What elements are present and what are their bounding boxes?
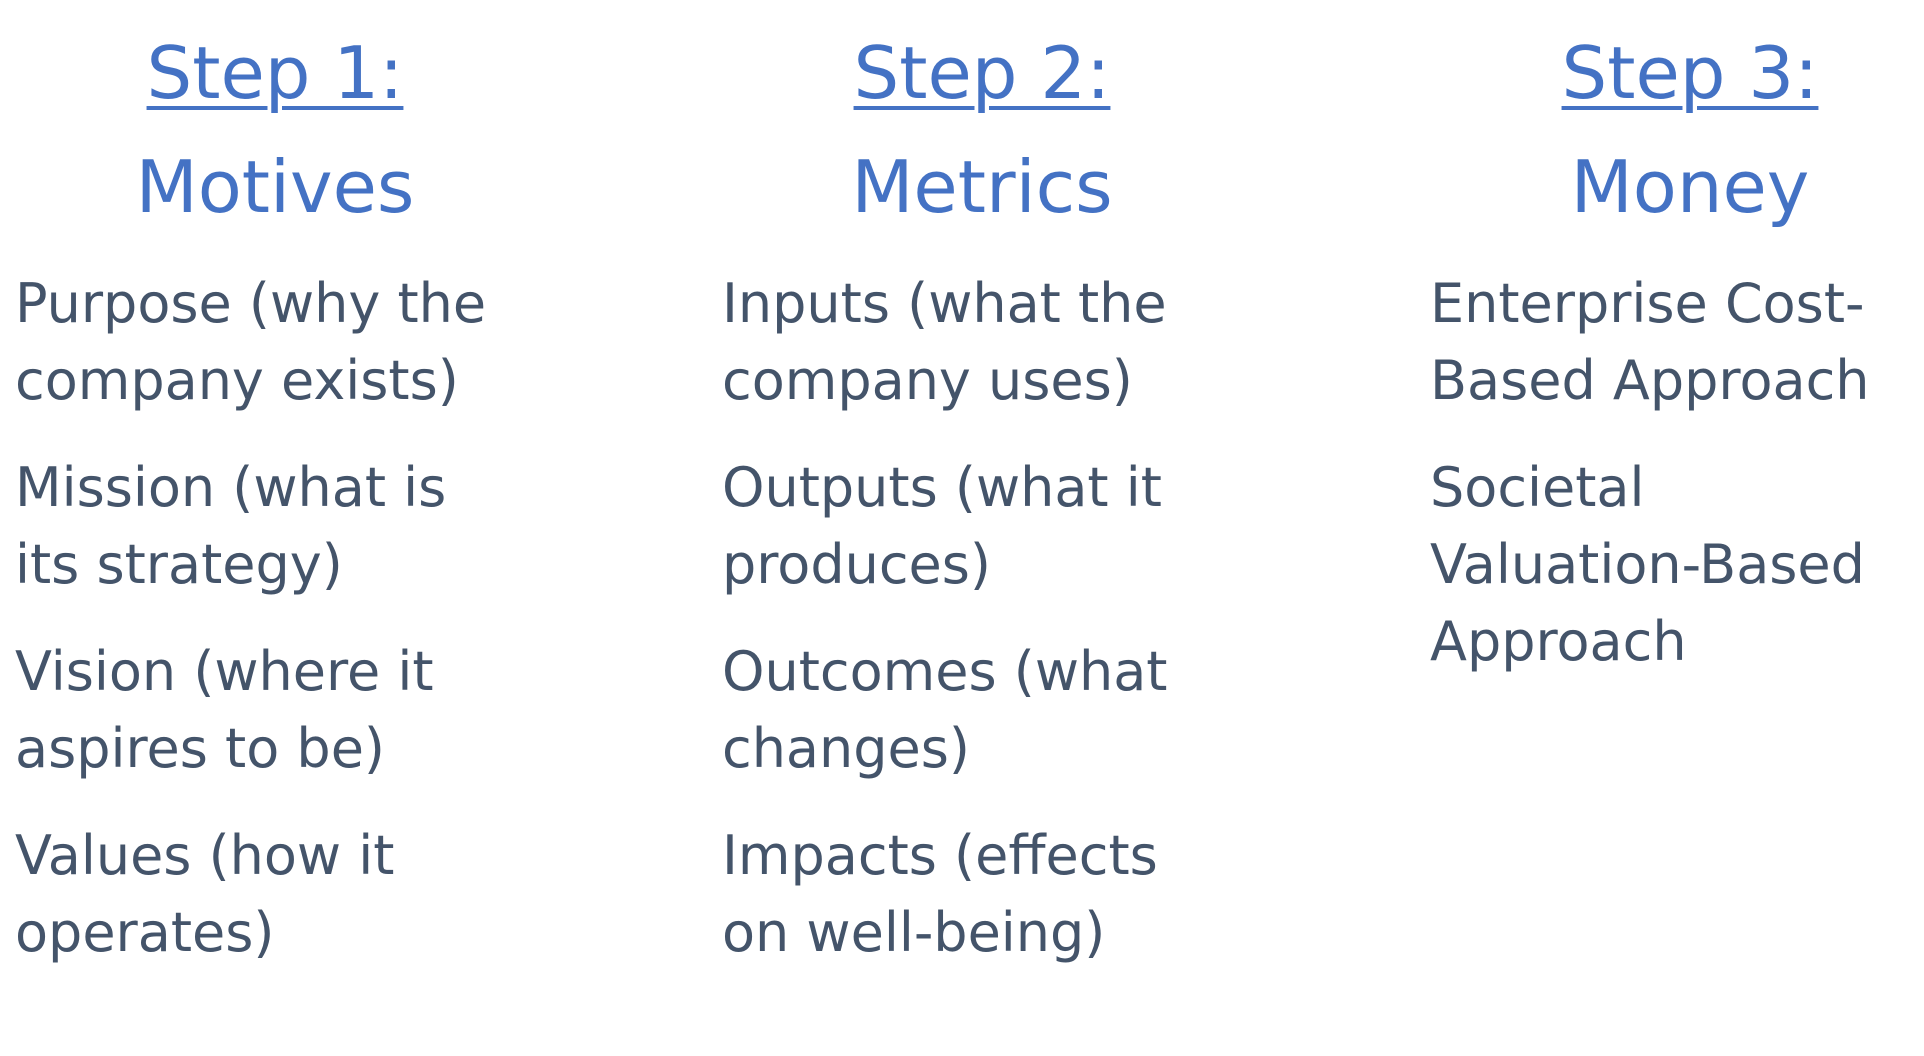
- step-2-title: Metrics: [851, 145, 1113, 229]
- list-item: Impacts (effects on well-being): [722, 817, 1167, 971]
- list-item: Outcomes (what changes): [722, 633, 1167, 787]
- list-item: Vision (where it aspires to be): [15, 633, 486, 787]
- list-item: Purpose (why the company exists): [15, 265, 486, 419]
- step-1-label: Step 1:: [146, 31, 404, 115]
- list-item-line: Approach: [1430, 610, 1687, 673]
- step-2-label: Step 2:: [853, 31, 1111, 115]
- list-item: Enterprise Cost- Based Approach: [1430, 265, 1870, 419]
- list-item-line: changes): [722, 717, 970, 780]
- list-item-line: Values (how it: [15, 824, 395, 887]
- list-item-line: produces): [722, 533, 991, 596]
- list-item: Values (how it operates): [15, 817, 486, 971]
- step-2-items: Inputs (what the company uses) Outputs (…: [722, 265, 1167, 1001]
- list-item-line: Purpose (why the: [15, 272, 487, 335]
- list-item-line: Outputs (what it: [722, 456, 1162, 519]
- list-item: Mission (what is its strategy): [15, 449, 486, 603]
- step-1-items: Purpose (why the company exists) Mission…: [15, 265, 486, 1001]
- list-item-line: Based Approach: [1430, 349, 1870, 412]
- list-item-line: Societal: [1430, 456, 1645, 519]
- list-item: Societal Valuation-Based Approach: [1430, 449, 1870, 680]
- list-item: Inputs (what the company uses): [722, 265, 1167, 419]
- list-item-line: on well-being): [722, 901, 1106, 964]
- list-item-line: company exists): [15, 349, 459, 412]
- list-item-line: Outcomes (what: [722, 640, 1168, 703]
- list-item: Outputs (what it produces): [722, 449, 1167, 603]
- list-item-line: company uses): [722, 349, 1133, 412]
- list-item-line: Valuation-Based: [1430, 533, 1865, 596]
- list-item-line: Enterprise Cost-: [1430, 272, 1865, 335]
- list-item-line: Mission (what is: [15, 456, 447, 519]
- step-3-items: Enterprise Cost- Based Approach Societal…: [1430, 265, 1870, 710]
- list-item-line: Inputs (what the: [722, 272, 1167, 335]
- list-item-line: operates): [15, 901, 275, 964]
- step-3-label: Step 3:: [1561, 31, 1819, 115]
- list-item-line: its strategy): [15, 533, 343, 596]
- list-item-line: Vision (where it: [15, 640, 434, 703]
- list-item-line: Impacts (effects: [722, 824, 1158, 887]
- list-item-line: aspires to be): [15, 717, 385, 780]
- step-1-title: Motives: [135, 145, 415, 229]
- step-3-title: Money: [1570, 145, 1810, 229]
